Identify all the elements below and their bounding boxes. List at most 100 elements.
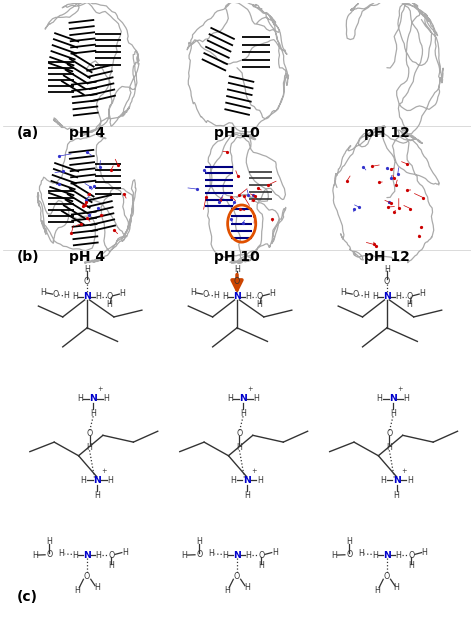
Text: H: H: [245, 292, 251, 301]
Text: H: H: [244, 583, 250, 592]
Text: +: +: [98, 386, 103, 392]
Text: H: H: [94, 490, 100, 500]
Text: N: N: [93, 475, 100, 485]
Text: H: H: [107, 300, 112, 310]
Text: H: H: [95, 550, 101, 560]
Text: N: N: [83, 292, 91, 301]
Text: +: +: [101, 468, 107, 474]
Text: N: N: [239, 394, 247, 403]
Text: H: H: [346, 537, 352, 546]
Text: H: H: [182, 550, 188, 560]
Text: H: H: [422, 548, 428, 557]
Text: O: O: [196, 550, 202, 559]
Text: O: O: [84, 277, 90, 286]
Text: H: H: [374, 586, 380, 595]
Text: H: H: [90, 409, 96, 418]
Text: H: H: [407, 300, 412, 310]
Text: N: N: [393, 475, 401, 485]
Text: O: O: [234, 277, 240, 286]
Text: H: H: [332, 550, 337, 560]
Text: H: H: [32, 550, 37, 560]
Text: H: H: [87, 443, 92, 452]
Text: O: O: [384, 572, 390, 582]
Text: H: H: [109, 562, 114, 570]
Text: N: N: [233, 550, 241, 560]
Text: H: H: [372, 550, 378, 560]
Text: H: H: [222, 550, 228, 560]
Text: O: O: [237, 429, 243, 439]
Text: O: O: [346, 550, 352, 559]
Text: H: H: [190, 288, 196, 297]
Text: H: H: [394, 490, 400, 500]
Text: H: H: [119, 290, 125, 298]
Text: H: H: [196, 537, 202, 546]
Text: H: H: [244, 490, 250, 500]
Text: N: N: [383, 292, 391, 301]
Text: H: H: [380, 475, 386, 485]
Text: H: H: [272, 548, 278, 557]
Text: O: O: [258, 550, 264, 560]
Text: H: H: [407, 475, 413, 485]
Text: O: O: [352, 290, 358, 299]
Text: O: O: [408, 550, 414, 560]
Text: H: H: [77, 394, 83, 403]
Text: H: H: [254, 394, 259, 403]
Text: N: N: [89, 394, 97, 403]
Text: H: H: [269, 290, 275, 298]
Text: H: H: [227, 394, 233, 403]
Text: O: O: [384, 277, 390, 286]
Text: N: N: [233, 292, 241, 301]
Text: H: H: [258, 562, 264, 570]
Text: H: H: [209, 549, 214, 558]
Text: pH 12: pH 12: [364, 127, 410, 140]
Text: H: H: [94, 583, 100, 592]
Text: H: H: [419, 290, 425, 298]
Text: O: O: [109, 550, 115, 560]
Text: O: O: [107, 292, 113, 301]
Text: H: H: [240, 409, 246, 418]
Text: H: H: [358, 549, 364, 558]
Text: H: H: [230, 475, 236, 485]
Text: H: H: [64, 291, 69, 300]
Text: H: H: [395, 550, 401, 560]
Text: pH 4: pH 4: [69, 127, 105, 140]
Text: H: H: [107, 475, 113, 485]
Text: H: H: [377, 394, 383, 403]
Text: H: H: [40, 288, 46, 297]
Text: H: H: [234, 265, 240, 274]
Text: H: H: [81, 475, 86, 485]
Text: pH 4: pH 4: [69, 250, 105, 264]
Text: +: +: [251, 468, 257, 474]
Text: +: +: [247, 386, 253, 392]
Text: H: H: [72, 550, 78, 560]
Text: (b): (b): [17, 250, 39, 264]
Text: H: H: [403, 394, 410, 403]
Text: O: O: [202, 290, 209, 299]
Text: H: H: [224, 586, 230, 595]
Text: O: O: [406, 292, 412, 301]
Text: H: H: [257, 475, 263, 485]
Text: H: H: [104, 394, 109, 403]
Text: N: N: [83, 550, 91, 560]
Text: H: H: [74, 586, 80, 595]
Text: H: H: [237, 443, 242, 452]
Text: N: N: [243, 475, 251, 485]
Text: H: H: [363, 291, 369, 300]
Text: H: H: [340, 288, 346, 297]
Text: O: O: [46, 550, 53, 559]
Text: O: O: [52, 290, 59, 299]
Text: H: H: [213, 291, 219, 300]
Text: H: H: [395, 292, 401, 301]
Text: H: H: [245, 550, 251, 560]
Text: H: H: [59, 549, 64, 558]
Text: H: H: [390, 409, 396, 418]
Text: pH 10: pH 10: [214, 250, 260, 264]
Text: pH 12: pH 12: [364, 250, 410, 264]
Text: H: H: [384, 265, 390, 274]
Text: H: H: [72, 292, 78, 301]
Text: H: H: [408, 562, 414, 570]
Text: N: N: [383, 550, 391, 560]
Text: O: O: [256, 292, 263, 301]
Text: +: +: [398, 386, 403, 392]
Text: +: +: [401, 468, 407, 474]
